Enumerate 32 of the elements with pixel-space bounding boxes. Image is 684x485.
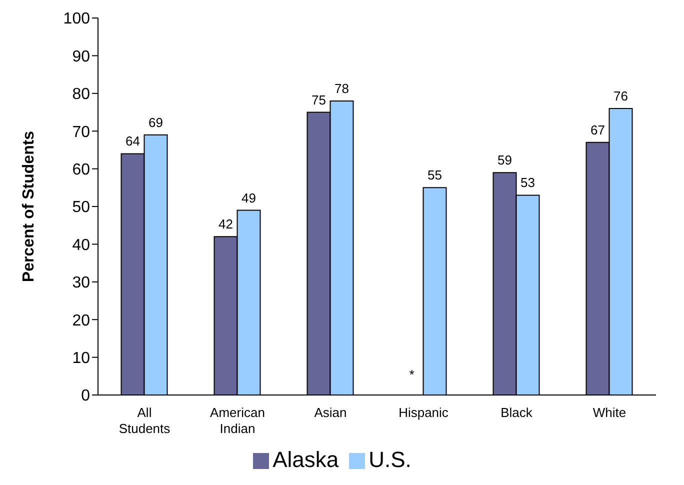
y-tick-label: 30 (72, 274, 90, 292)
data-label: 53 (520, 175, 535, 190)
data-label: 67 (590, 122, 605, 138)
legend-label: U.S. (368, 447, 412, 472)
y-tick-label: 90 (72, 48, 90, 66)
legend-label: Alaska (272, 447, 339, 472)
y-tick-label: 100 (63, 10, 90, 28)
x-tick-label: All Students (118, 405, 171, 436)
x-tick-label: Black (500, 405, 533, 420)
x-tick-label: White (592, 405, 626, 420)
y-tick-label: 60 (72, 161, 90, 178)
data-label: 55 (428, 168, 442, 183)
y-tick-label: 80 (72, 86, 90, 104)
x-tick-label: American Indian (210, 405, 265, 436)
y-tick-label: 70 (72, 124, 90, 141)
data-label: 42 (218, 216, 233, 232)
data-label: 78 (334, 80, 349, 96)
data-label: 69 (148, 114, 163, 130)
data-label: 64 (126, 134, 140, 149)
data-label: 49 (242, 190, 256, 206)
x-tick-label: Asian (314, 405, 347, 420)
data-label: 76 (614, 88, 628, 104)
y-tick-label: 20 (72, 312, 90, 330)
y-axis-title: Percent of Students (20, 130, 38, 282)
y-tick-label: 0 (81, 388, 90, 405)
data-label: 59 (498, 152, 512, 168)
text: * (409, 367, 414, 382)
data-label: 75 (312, 92, 326, 108)
y-tick-label: 40 (72, 236, 90, 254)
y-tick-label: 10 (72, 350, 90, 367)
y-tick-label: 50 (72, 199, 90, 216)
x-tick-label: Hispanic (398, 405, 449, 420)
